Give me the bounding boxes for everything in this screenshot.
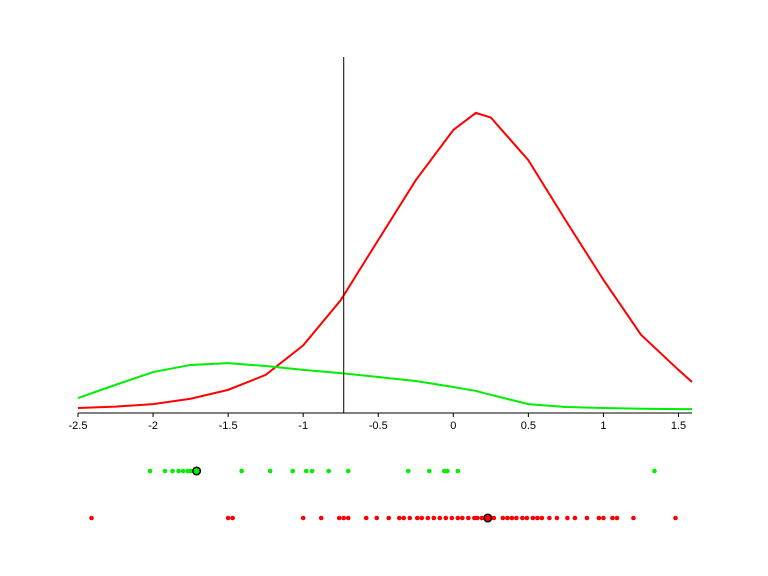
sample-point (414, 515, 420, 521)
sample-point (554, 515, 560, 521)
sample-point (631, 515, 636, 521)
sample-point (230, 515, 235, 521)
sample-point (374, 515, 380, 521)
x-tick-label: 0 (450, 420, 456, 432)
sample-point (176, 468, 181, 474)
sample-point (345, 468, 351, 474)
sample-point (460, 515, 465, 521)
mean-marker (483, 513, 493, 523)
x-tick-label: 1.5 (671, 420, 686, 432)
sample-point (300, 515, 306, 521)
sample-point (443, 515, 449, 521)
sample-point (147, 468, 153, 474)
sample-point (500, 515, 506, 521)
sample-point (572, 515, 578, 521)
sample-point (455, 515, 461, 521)
x-tick-label: -0.5 (369, 420, 388, 432)
sample-point (309, 468, 315, 474)
sample-point (530, 515, 536, 521)
sample-point (431, 515, 437, 521)
sample-point (180, 468, 186, 474)
sample-point (509, 515, 515, 521)
sample-point (652, 468, 657, 474)
density-curve (77, 111, 693, 410)
sample-point (584, 515, 590, 521)
sample-point (505, 515, 510, 521)
sample-point (539, 515, 545, 521)
sample-point (239, 468, 244, 474)
sample-point (610, 515, 615, 521)
sample-point (449, 515, 455, 521)
sample-point (419, 515, 425, 521)
x-tick-label: -1 (298, 420, 308, 432)
sample-point (445, 468, 450, 474)
sample-point (524, 515, 530, 521)
sample-point (475, 515, 480, 521)
sample-point (386, 515, 392, 521)
sample-point (601, 515, 606, 521)
x-tick-label: -2.5 (69, 420, 88, 432)
sample-point (303, 468, 309, 474)
x-tick-label: -2 (148, 420, 158, 432)
sample-point (188, 468, 193, 474)
sample-point (162, 468, 168, 474)
sample-point (455, 468, 461, 474)
sample-point (363, 515, 369, 521)
sample-point (466, 515, 471, 521)
sample-point (290, 468, 295, 474)
mean-marker (192, 466, 202, 476)
sample-point (405, 468, 411, 474)
sample-point (535, 515, 540, 521)
sample-point (341, 515, 347, 521)
sample-point (426, 468, 432, 474)
sample-point (345, 515, 351, 521)
sample-point (479, 515, 485, 521)
sample-point (318, 515, 324, 521)
sample-point (547, 515, 552, 521)
sample-point (170, 468, 175, 474)
sample-point (565, 515, 570, 521)
sample-point (520, 515, 525, 521)
sample-point (673, 515, 678, 521)
sample-point (336, 515, 342, 521)
density-curve (77, 362, 692, 411)
sample-point (401, 515, 407, 521)
x-tick-label: 1 (600, 420, 606, 432)
sample-point (267, 468, 273, 474)
sample-point (437, 515, 443, 521)
sample-point (614, 515, 620, 521)
x-tick-label: 0.5 (521, 420, 536, 432)
sample-point (89, 515, 94, 521)
x-tick-label: -1.5 (219, 420, 238, 432)
sample-point (225, 515, 231, 521)
sample-point (425, 515, 431, 521)
sample-point (514, 515, 519, 521)
sample-point (407, 515, 413, 521)
sample-point (596, 515, 602, 521)
sample-point (396, 515, 402, 521)
sample-point (491, 515, 497, 521)
sample-point (326, 468, 332, 474)
